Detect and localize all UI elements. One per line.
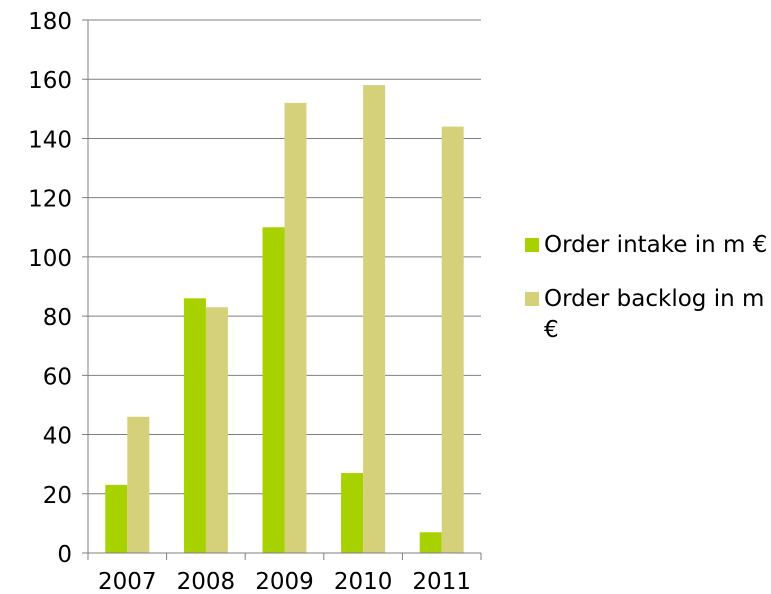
x-tick-label: 2010 bbox=[334, 569, 393, 594]
bar-order-intake-2008 bbox=[183, 298, 206, 553]
y-tick-label: 0 bbox=[57, 542, 72, 568]
bar-order-backlog-2011 bbox=[441, 126, 464, 553]
legend: Order intake in m € Order backlog in m € bbox=[525, 230, 771, 369]
bars bbox=[105, 85, 464, 554]
bar-order-backlog-2008 bbox=[205, 307, 228, 553]
legend-item-order-intake: Order intake in m € bbox=[525, 230, 771, 261]
bar-order-intake-2011 bbox=[419, 532, 442, 553]
y-tick-label: 160 bbox=[28, 68, 72, 94]
x-tick-label: 2007 bbox=[98, 569, 157, 594]
bar-order-backlog-2010 bbox=[363, 85, 386, 554]
legend-item-order-backlog: Order backlog in m € bbox=[525, 284, 771, 346]
legend-label-order-backlog: Order backlog in m € bbox=[544, 286, 765, 343]
y-tick-label: 80 bbox=[43, 305, 72, 331]
bar-order-intake-2007 bbox=[105, 484, 128, 553]
legend-label-order-intake: Order intake in m € bbox=[544, 232, 768, 258]
y-tick-label: 100 bbox=[28, 246, 72, 272]
x-tick-label: 2011 bbox=[412, 569, 471, 594]
y-tick-label: 140 bbox=[28, 127, 72, 153]
legend-swatch-order-backlog bbox=[525, 292, 539, 306]
y-tick-label: 120 bbox=[28, 187, 72, 213]
bar-order-intake-2010 bbox=[341, 473, 364, 553]
bar-order-backlog-2007 bbox=[127, 416, 150, 553]
axes bbox=[82, 20, 482, 560]
x-tick-label: 2009 bbox=[255, 569, 314, 594]
legend-swatch-order-intake bbox=[525, 238, 539, 252]
bar-order-intake-2009 bbox=[262, 227, 285, 553]
y-tick-label: 60 bbox=[43, 364, 72, 390]
x-tick-labels: 2007 2008 2009 2010 2011 bbox=[98, 569, 471, 594]
y-tick-labels: 0 20 40 60 80 100 120 140 160 180 bbox=[28, 9, 72, 568]
x-tick-label: 2008 bbox=[177, 569, 236, 594]
bar-order-backlog-2009 bbox=[284, 102, 307, 554]
y-tick-label: 180 bbox=[28, 9, 72, 35]
y-tick-label: 40 bbox=[43, 424, 72, 450]
y-tick-label: 20 bbox=[43, 483, 72, 509]
